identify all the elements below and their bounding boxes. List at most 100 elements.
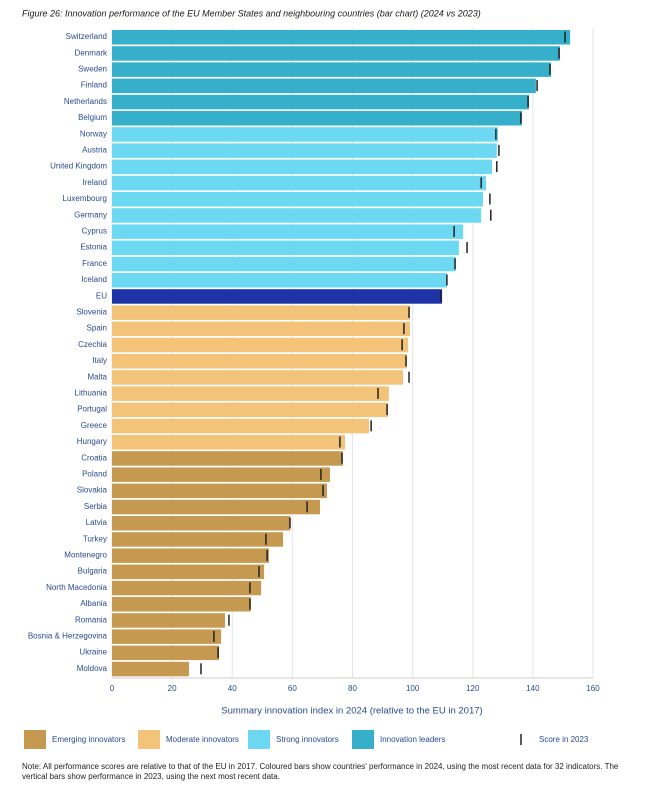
- legend-swatch: [24, 730, 46, 749]
- y-tick-label: Croatia: [81, 453, 107, 462]
- bar: [112, 354, 407, 369]
- y-tick-label: Albania: [80, 599, 107, 608]
- y-tick-label: Montenegro: [64, 551, 107, 560]
- y-tick-label: Portugal: [77, 405, 107, 414]
- x-tick-label: 80: [348, 684, 357, 693]
- bar: [112, 127, 499, 142]
- x-tick-label: 100: [406, 684, 420, 693]
- y-tick-label: Slovenia: [76, 308, 107, 317]
- bar: [112, 46, 560, 61]
- legend-swatch: [138, 730, 160, 749]
- bar: [112, 273, 447, 288]
- x-tick-label: 20: [168, 684, 177, 693]
- y-tick-label: Sweden: [78, 65, 107, 74]
- legend-label: Strong innovators: [276, 735, 339, 744]
- y-tick-label: Estonia: [80, 243, 107, 252]
- bar: [112, 499, 321, 515]
- x-axis-label: Summary innovation index in 2024 (relati…: [221, 706, 482, 717]
- legend-label: Score in 2023: [539, 735, 589, 744]
- y-tick-label: Ukraine: [79, 648, 107, 657]
- y-tick-label: EU: [96, 291, 107, 300]
- bar: [112, 143, 497, 158]
- y-tick-label: Turkey: [83, 534, 107, 543]
- x-tick-label: 0: [110, 684, 115, 693]
- y-tick-label: Luxembourg: [63, 194, 107, 203]
- bar: [112, 111, 523, 126]
- y-tick-label: Norway: [80, 129, 107, 138]
- legend-label: Moderate innovators: [166, 735, 239, 744]
- bar: [112, 94, 529, 110]
- bar: [112, 30, 571, 45]
- y-tick-label: Switzerland: [66, 32, 107, 41]
- y-tick-label: Italy: [92, 356, 107, 365]
- bar: [112, 159, 492, 175]
- bar: [112, 613, 226, 628]
- bar: [112, 435, 345, 450]
- y-tick-label: Poland: [82, 470, 107, 479]
- x-tick-label: 60: [288, 684, 297, 693]
- legend-label: Innovation leaders: [380, 735, 445, 744]
- y-tick-label: Germany: [74, 210, 107, 219]
- y-tick-label: United Kingdom: [50, 162, 107, 171]
- bar: [112, 386, 389, 401]
- bar: [112, 256, 456, 272]
- bar: [112, 224, 464, 239]
- y-tick-label: Greece: [81, 421, 108, 430]
- y-tick-label: Bulgaria: [78, 567, 108, 576]
- bar: [112, 418, 370, 434]
- y-tick-label: Denmark: [75, 48, 108, 57]
- bar: [112, 175, 486, 191]
- chart-title: Figure 26: Innovation performance of the…: [22, 8, 481, 18]
- chart: Figure 26: Innovation performance of the…: [22, 8, 600, 749]
- y-tick-label: North Macedonia: [46, 583, 107, 592]
- bar: [112, 321, 410, 337]
- bar: [112, 580, 262, 596]
- bar: [112, 467, 330, 482]
- y-tick-label: Serbia: [84, 502, 108, 511]
- legend-swatch: [248, 730, 270, 749]
- bar: [112, 78, 536, 94]
- bar: [112, 240, 459, 256]
- y-tick-label: Cyprus: [82, 227, 107, 236]
- y-tick-label: Belgium: [78, 113, 107, 122]
- y-tick-label: Moldova: [77, 664, 108, 673]
- y-tick-label: Czechia: [78, 340, 107, 349]
- y-tick-label: Spain: [87, 324, 107, 333]
- y-tick-label: Ireland: [83, 178, 107, 187]
- y-tick-label: Austria: [82, 146, 107, 155]
- bar: [112, 548, 269, 563]
- bar: [112, 597, 251, 612]
- y-tick-label: Lithuania: [75, 389, 108, 398]
- y-tick-label: Slovakia: [77, 486, 108, 495]
- bar: [112, 337, 409, 353]
- x-tick-label: 160: [586, 684, 600, 693]
- bar: [112, 370, 404, 385]
- bar: [112, 629, 222, 644]
- y-tick-label: Iceland: [81, 275, 107, 284]
- bar: [112, 532, 284, 547]
- x-tick-label: 140: [526, 684, 540, 693]
- bar: [112, 289, 443, 304]
- legend-label: Emerging innovators: [52, 735, 125, 744]
- bar: [112, 564, 265, 580]
- x-tick-label: 120: [466, 684, 480, 693]
- bar: [112, 483, 327, 499]
- note: Note: All performance scores are relativ…: [22, 762, 619, 781]
- y-tick-label: Finland: [81, 81, 107, 90]
- bar: [112, 402, 388, 418]
- bar: [112, 192, 483, 207]
- y-tick-label: Romania: [75, 615, 108, 624]
- bar: [112, 645, 220, 661]
- y-tick-label: Latvia: [86, 518, 108, 527]
- y-tick-label: Malta: [87, 372, 107, 381]
- bar: [112, 451, 343, 466]
- y-tick-label: Netherlands: [64, 97, 107, 106]
- legend-swatch: [352, 730, 374, 749]
- y-tick-label: France: [82, 259, 107, 268]
- bar: [112, 208, 482, 223]
- bar: [112, 661, 189, 677]
- x-tick-label: 40: [228, 684, 237, 693]
- bar: [112, 62, 551, 77]
- bar: [112, 305, 410, 320]
